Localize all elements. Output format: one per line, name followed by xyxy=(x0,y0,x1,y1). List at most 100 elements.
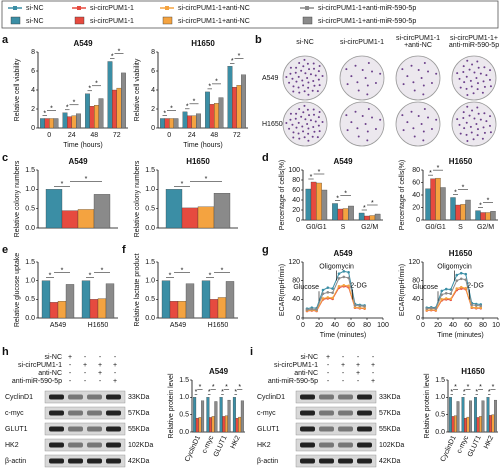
bar xyxy=(348,205,354,221)
bar xyxy=(182,111,188,129)
colony-dot xyxy=(312,67,315,70)
y-axis-label: Relative colony numbers xyxy=(134,160,141,237)
colony-dot xyxy=(317,70,320,73)
colony-dot xyxy=(466,139,469,142)
x-tick-label: G2/M xyxy=(477,224,494,231)
protein-label: β-actin xyxy=(257,458,278,465)
colony-dot xyxy=(422,130,425,133)
colony-dot xyxy=(312,108,315,111)
y-tick-label: 0.0 xyxy=(435,429,445,436)
point xyxy=(464,286,468,290)
y-axis-label: Relative cell viability xyxy=(134,58,141,121)
colony-dot xyxy=(458,77,461,80)
colony-dot xyxy=(298,137,301,140)
significance-label: * xyxy=(181,181,184,188)
blot-band xyxy=(357,442,372,448)
colony-dot xyxy=(361,115,364,118)
bar xyxy=(461,397,465,433)
protein-label: GLUT1 xyxy=(257,426,280,433)
bar xyxy=(435,177,441,221)
y-tick-label: 1.0 xyxy=(25,186,35,193)
colony-dot xyxy=(468,114,471,117)
colony-dot xyxy=(357,89,360,92)
protein-label: c-myc xyxy=(5,410,24,417)
significance-label: * xyxy=(234,389,237,396)
bar xyxy=(112,89,117,129)
colony-dot xyxy=(367,108,370,111)
colony-dot xyxy=(417,69,420,72)
colony-dot xyxy=(410,110,413,113)
bar xyxy=(209,299,219,319)
significance-label: * xyxy=(231,58,234,65)
significance-label: * xyxy=(209,273,212,280)
bar xyxy=(160,118,165,129)
point xyxy=(444,291,448,295)
colony-dot xyxy=(413,89,416,92)
bar xyxy=(486,397,490,433)
significance-label: * xyxy=(208,389,211,396)
bar xyxy=(455,204,461,221)
y-axis-label: Percentage of cells(%) xyxy=(279,160,286,230)
colony-dot xyxy=(366,139,369,142)
colony-dot xyxy=(406,75,409,78)
significance-label: * xyxy=(50,105,53,112)
significance-label: * xyxy=(371,200,374,207)
protein-label: GLUT1 xyxy=(5,426,28,433)
legend-label: si-circPUM1-1+anti-NC xyxy=(178,18,250,25)
colony-dot xyxy=(489,131,492,134)
bar xyxy=(67,116,72,129)
colony-dot xyxy=(470,85,473,88)
y-tick-label: 0 xyxy=(31,125,35,132)
bar xyxy=(49,118,54,129)
bar xyxy=(209,104,215,129)
bar xyxy=(40,118,45,129)
blot-strip xyxy=(295,438,377,452)
x-tick-label: 60 xyxy=(347,322,355,329)
x-tick-label: G0/G1 xyxy=(306,224,327,231)
x-tick-label: S xyxy=(341,224,346,231)
blot-strip xyxy=(44,422,126,436)
colony-dot xyxy=(308,114,311,117)
point xyxy=(358,306,362,310)
bar xyxy=(173,118,179,129)
bar xyxy=(201,280,211,319)
y-tick-label: 0.5 xyxy=(145,296,155,303)
bar xyxy=(227,66,233,129)
blot-band xyxy=(68,410,83,416)
colony-dot xyxy=(379,118,382,121)
significance-label: * xyxy=(488,389,491,396)
bar xyxy=(232,397,236,433)
significance-label: * xyxy=(181,268,184,275)
blot-band xyxy=(87,410,102,416)
bar xyxy=(494,399,497,433)
colony-dot xyxy=(317,124,320,127)
sign: - xyxy=(357,354,360,361)
colony-dot xyxy=(489,85,492,88)
colony-dot xyxy=(292,85,295,88)
x-tick-label: HK2 xyxy=(483,435,495,450)
sign: + xyxy=(113,378,117,385)
chart-title: A549 xyxy=(333,249,353,258)
colony-dot xyxy=(311,135,314,138)
y-tick-label: 1.0 xyxy=(145,278,155,285)
point xyxy=(315,308,318,311)
colony-dot xyxy=(476,60,479,63)
colony-dot xyxy=(481,137,484,140)
bar xyxy=(369,215,376,221)
bar xyxy=(224,415,228,433)
y-tick-label: 1.0 xyxy=(435,394,445,401)
colony-dot xyxy=(366,84,369,87)
sign: - xyxy=(327,370,330,377)
colony-dot xyxy=(472,138,475,141)
bar xyxy=(430,178,436,221)
bar xyxy=(235,417,239,433)
colony-dot xyxy=(292,90,295,93)
colony-dot xyxy=(485,74,488,77)
legend-box xyxy=(1,0,499,29)
colony-dot xyxy=(294,117,297,120)
colony-dot xyxy=(297,75,300,78)
point xyxy=(470,305,474,309)
colony-dot xyxy=(307,139,310,142)
bar xyxy=(479,416,482,433)
y-tick-label: 60 xyxy=(292,187,300,194)
